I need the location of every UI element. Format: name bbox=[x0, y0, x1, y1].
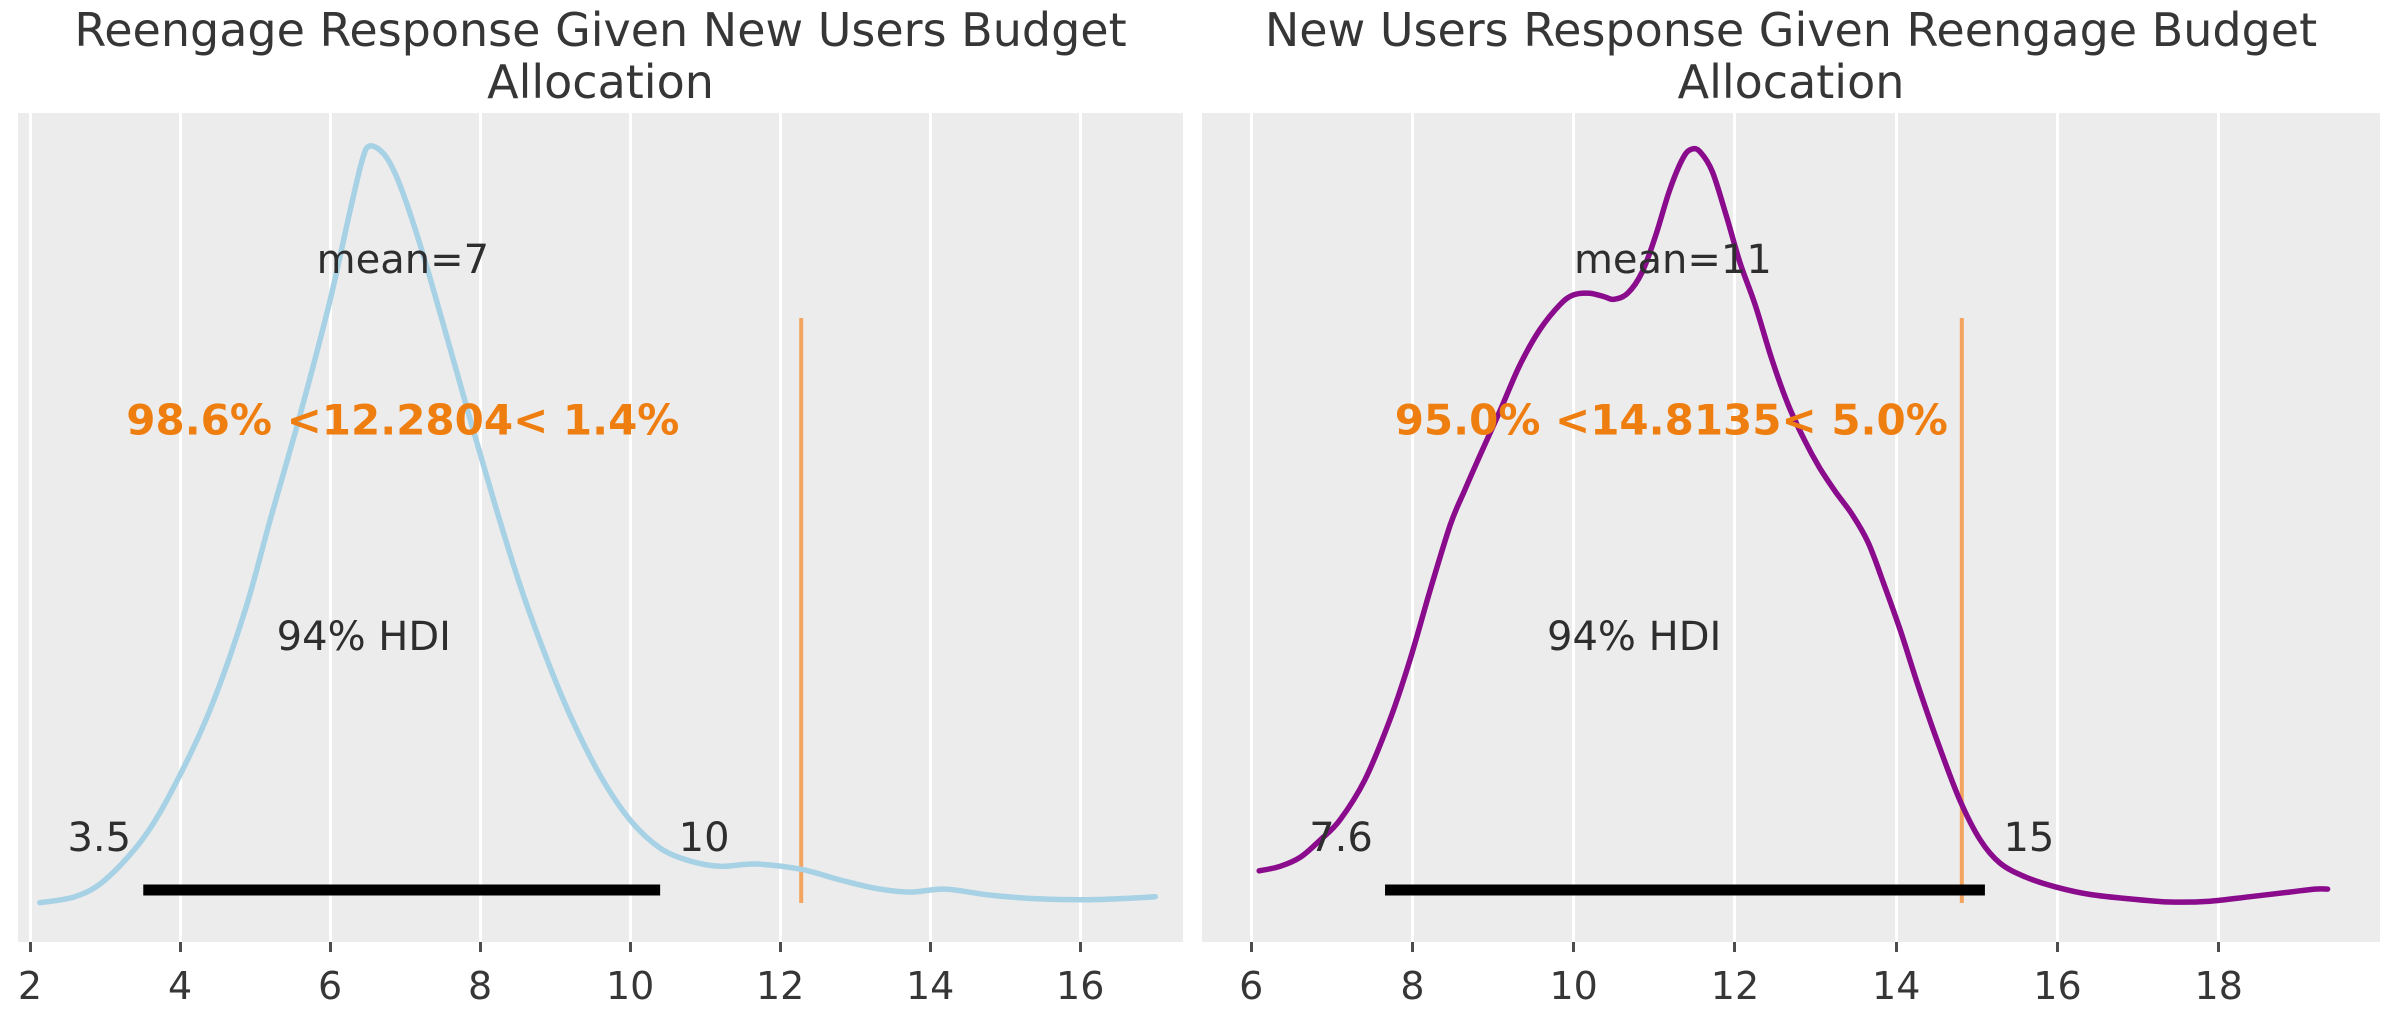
x-tick-label: 10 bbox=[1549, 964, 1598, 1008]
hdi-label: 94% HDI bbox=[276, 614, 451, 660]
hdi-high-value: 10 bbox=[678, 815, 730, 861]
x-tick-label: 6 bbox=[1239, 964, 1264, 1008]
plot-title: New Users Response Given Reengage Budget… bbox=[1202, 4, 2380, 108]
hdi-low-value: 7.6 bbox=[1309, 815, 1373, 861]
mean-label: mean=7 bbox=[316, 237, 490, 283]
x-tick-label: 12 bbox=[1710, 964, 1760, 1008]
x-tick-label: 8 bbox=[468, 964, 493, 1008]
ref-value-annotation: 98.6% <12.2804< 1.4% bbox=[126, 395, 680, 445]
x-tick-mark bbox=[1572, 942, 1576, 952]
x-tick-mark bbox=[1249, 942, 1253, 952]
x-tick-mark bbox=[778, 942, 782, 952]
x-tick-mark bbox=[478, 942, 482, 952]
hdi-low-value: 3.5 bbox=[67, 815, 132, 861]
x-tick-label: 2 bbox=[17, 964, 43, 1008]
x-tick-mark bbox=[1733, 942, 1737, 952]
x-tick-mark bbox=[2217, 942, 2221, 952]
gridline bbox=[1410, 113, 1414, 942]
x-tick-label: 10 bbox=[605, 964, 655, 1008]
plot-panel bbox=[1202, 113, 2380, 942]
x-tick-label: 16 bbox=[1056, 964, 1105, 1008]
hdi-high-value: 15 bbox=[2003, 815, 2055, 861]
x-tick-mark bbox=[2055, 942, 2059, 952]
gridline bbox=[2217, 113, 2221, 942]
x-tick-label: 16 bbox=[2033, 964, 2082, 1008]
mean-label: mean=11 bbox=[1573, 237, 1772, 283]
x-tick-mark bbox=[628, 942, 632, 952]
x-tick-mark bbox=[1410, 942, 1414, 952]
plot-title-line1: New Users Response Given Reengage Budget bbox=[1264, 3, 2318, 57]
x-tick-mark bbox=[28, 942, 32, 952]
x-tick-label: 14 bbox=[1872, 964, 1921, 1008]
gridline bbox=[1894, 113, 1898, 942]
gridline bbox=[1249, 113, 1253, 942]
x-tick-label: 18 bbox=[2194, 964, 2243, 1008]
plot-title-line2: Allocation bbox=[1677, 55, 1905, 109]
x-tick-mark bbox=[178, 942, 182, 952]
gridline bbox=[28, 113, 32, 942]
plot-title-line2: Allocation bbox=[487, 55, 714, 109]
plot-title: Reengage Response Given New Users Budget… bbox=[18, 4, 1183, 108]
x-tick-mark bbox=[928, 942, 932, 952]
plot-title-line1: Reengage Response Given New Users Budget bbox=[74, 3, 1127, 57]
x-tick-label: 6 bbox=[317, 964, 343, 1008]
x-tick-mark bbox=[1078, 942, 1082, 952]
ref-value-annotation: 95.0% <14.8135< 5.0% bbox=[1394, 395, 1948, 445]
x-tick-mark bbox=[328, 942, 332, 952]
x-tick-mark bbox=[1894, 942, 1898, 952]
x-tick-label: 14 bbox=[906, 964, 955, 1008]
hdi-label: 94% HDI bbox=[1547, 614, 1722, 660]
x-tick-label: 12 bbox=[755, 964, 805, 1008]
gridline bbox=[2055, 113, 2059, 942]
x-tick-label: 8 bbox=[1400, 964, 1425, 1008]
x-tick-label: 4 bbox=[167, 964, 193, 1008]
